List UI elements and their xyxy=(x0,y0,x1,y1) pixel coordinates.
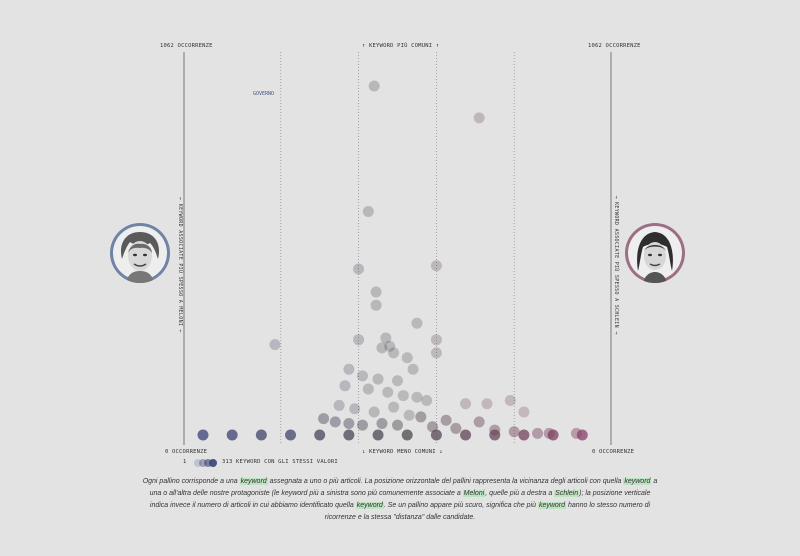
bottom-center-label: ↓ KEYWORD MENO COMUNI ↓ xyxy=(362,449,443,455)
data-point[interactable] xyxy=(285,429,297,441)
data-point[interactable] xyxy=(532,427,544,439)
data-point[interactable] xyxy=(440,414,452,426)
data-point[interactable] xyxy=(518,429,530,441)
data-point[interactable] xyxy=(489,429,501,441)
bottom-right-label: 0 OCCORRENZE xyxy=(592,449,635,455)
data-point[interactable] xyxy=(427,421,439,433)
chart-caption: Ogni pallino corrisponde a una keyword a… xyxy=(142,478,658,521)
top-center-label: ↑ KEYWORD PIÙ COMUNI ↑ xyxy=(362,43,440,49)
caption-keyword: keyword xyxy=(537,502,567,509)
data-point[interactable] xyxy=(339,380,351,392)
data-point[interactable] xyxy=(269,339,281,351)
data-point[interactable] xyxy=(384,340,396,352)
data-point[interactable] xyxy=(481,398,493,410)
data-point[interactable] xyxy=(376,342,388,354)
meloni-avatar xyxy=(110,223,170,283)
data-point[interactable] xyxy=(460,429,472,441)
data-point[interactable] xyxy=(356,370,368,382)
data-point[interactable] xyxy=(518,406,530,418)
data-point[interactable] xyxy=(508,426,520,438)
data-point[interactable] xyxy=(333,399,345,411)
data-point[interactable] xyxy=(353,263,365,275)
data-point[interactable] xyxy=(450,422,462,434)
data-point[interactable] xyxy=(473,112,485,124)
data-point[interactable] xyxy=(368,80,380,92)
data-point[interactable] xyxy=(415,411,427,423)
data-point[interactable] xyxy=(368,406,380,418)
caption-keyword: keyword xyxy=(239,478,268,485)
data-point[interactable] xyxy=(576,429,588,441)
data-point[interactable] xyxy=(318,413,330,425)
data-point[interactable] xyxy=(411,391,423,403)
annotation-governo: GOVERNO xyxy=(253,91,274,97)
data-point[interactable] xyxy=(343,429,355,441)
data-point[interactable] xyxy=(421,394,433,406)
data-point[interactable] xyxy=(388,347,400,359)
data-point[interactable] xyxy=(401,352,413,364)
data-point[interactable] xyxy=(401,429,413,441)
data-point[interactable] xyxy=(430,334,442,346)
data-point[interactable] xyxy=(329,416,341,428)
data-point[interactable] xyxy=(343,363,355,375)
top-left-label: 1062 OCCORRENZE xyxy=(160,43,213,49)
data-points xyxy=(197,80,588,441)
data-point[interactable] xyxy=(197,429,209,441)
left-axis-label: ← KEYWORD ASSOCIATE PIÙ SPESSO A MELONI … xyxy=(177,197,183,333)
legend-min-label: 1 xyxy=(183,459,187,465)
data-point[interactable] xyxy=(460,398,472,410)
data-point[interactable] xyxy=(255,429,267,441)
data-point[interactable] xyxy=(411,317,423,329)
data-point[interactable] xyxy=(547,429,559,441)
data-point[interactable] xyxy=(353,334,365,346)
data-point[interactable] xyxy=(380,332,392,344)
data-point[interactable] xyxy=(362,206,374,218)
data-point[interactable] xyxy=(430,429,442,441)
schlein-avatar xyxy=(625,223,685,283)
data-point[interactable] xyxy=(370,286,382,298)
data-point[interactable] xyxy=(356,419,368,431)
data-point[interactable] xyxy=(372,373,384,385)
data-point[interactable] xyxy=(382,386,394,398)
legend-circles xyxy=(194,459,217,467)
data-point[interactable] xyxy=(372,429,384,441)
caption-schlein: Schlein xyxy=(554,490,580,497)
bottom-left-label: 0 OCCORRENZE xyxy=(165,449,208,455)
data-point[interactable] xyxy=(407,363,419,375)
data-point[interactable] xyxy=(343,417,355,429)
data-point[interactable] xyxy=(392,375,403,387)
density-legend: 1 313 KEYWORD CON GLI STESSI VALORI xyxy=(183,458,383,468)
caption-meloni: Meloni xyxy=(462,490,486,497)
data-point[interactable] xyxy=(397,390,409,402)
top-right-label: 1062 OCCORRENZE xyxy=(588,43,641,49)
data-point[interactable] xyxy=(504,394,516,406)
gridlines xyxy=(280,52,515,445)
legend-max-label: 313 KEYWORD CON GLI STESSI VALORI xyxy=(222,459,338,465)
right-axis-label: → KEYWORD ASSOCIATE PIÙ SPESSO A SCHLEIN… xyxy=(613,195,619,335)
data-point[interactable] xyxy=(388,401,400,413)
data-point[interactable] xyxy=(392,419,403,431)
data-point[interactable] xyxy=(376,417,388,429)
data-point[interactable] xyxy=(473,416,485,428)
data-point[interactable] xyxy=(403,409,415,421)
data-point[interactable] xyxy=(314,429,326,441)
data-point[interactable] xyxy=(370,299,382,311)
data-point[interactable] xyxy=(349,403,361,415)
data-point[interactable] xyxy=(362,383,374,395)
caption-keyword: keyword xyxy=(623,478,652,485)
data-point[interactable] xyxy=(430,260,442,272)
caption-keyword: keyword xyxy=(355,502,384,509)
data-point[interactable] xyxy=(430,347,442,359)
data-point[interactable] xyxy=(226,429,238,441)
